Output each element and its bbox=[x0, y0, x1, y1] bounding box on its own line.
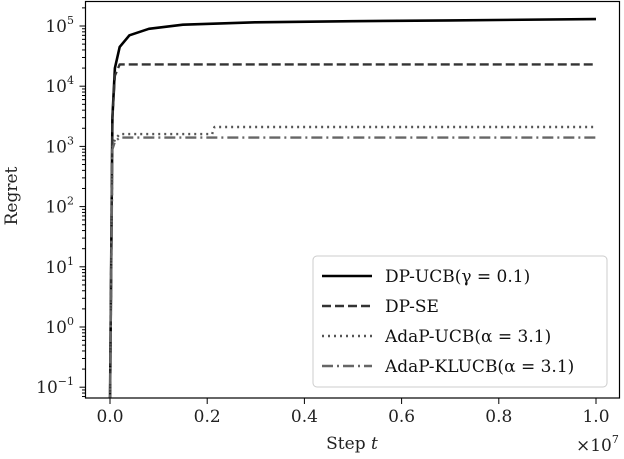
y-tick-label: 101 bbox=[45, 255, 74, 278]
x-tick-label: 0.8 bbox=[485, 407, 512, 427]
legend-label-1: DP-UCB(γ = 0.1) bbox=[385, 267, 530, 287]
series-line-2 bbox=[108, 63, 596, 398]
x-tick-label: 0.2 bbox=[194, 407, 221, 427]
series-line-4 bbox=[108, 136, 596, 398]
y-tick-label: 104 bbox=[45, 74, 74, 97]
series-layer bbox=[108, 17, 597, 398]
plot-frame bbox=[84, 0, 621, 399]
x-tick-label: 1.0 bbox=[582, 407, 609, 427]
legend-label-4: AdaP-KLUCB(α = 3.1) bbox=[384, 357, 574, 377]
y-axis-label: Regret bbox=[2, 166, 22, 225]
x-tick-label: 0.4 bbox=[291, 407, 318, 427]
y-tick-label: 102 bbox=[45, 195, 74, 218]
x-axis: 0.0 0.2 0.4 0.6 0.8 1.0 bbox=[96, 398, 610, 427]
x-axis-label: Step t bbox=[326, 434, 378, 454]
y-tick-label: 105 bbox=[45, 14, 74, 37]
y-tick-label: 103 bbox=[45, 134, 74, 157]
legend-box bbox=[312, 255, 608, 388]
y-tick-label: 10−1 bbox=[36, 375, 74, 398]
y-tick-label: 100 bbox=[45, 315, 74, 338]
y-axis: 105 104 103 102 101 100 10−1 bbox=[36, 7, 86, 398]
x-tick-label: 0.0 bbox=[96, 407, 123, 427]
x-tick-label: 0.6 bbox=[388, 407, 415, 427]
x-offset-label: ×107 bbox=[576, 433, 619, 456]
legend-label-2: DP-SE bbox=[385, 297, 439, 317]
legend-label-3: AdaP-UCB(α = 3.1) bbox=[384, 327, 551, 347]
legend: DP-UCB(γ = 0.1) DP-SE AdaP-UCB(α = 3.1) Ada… bbox=[312, 255, 608, 388]
